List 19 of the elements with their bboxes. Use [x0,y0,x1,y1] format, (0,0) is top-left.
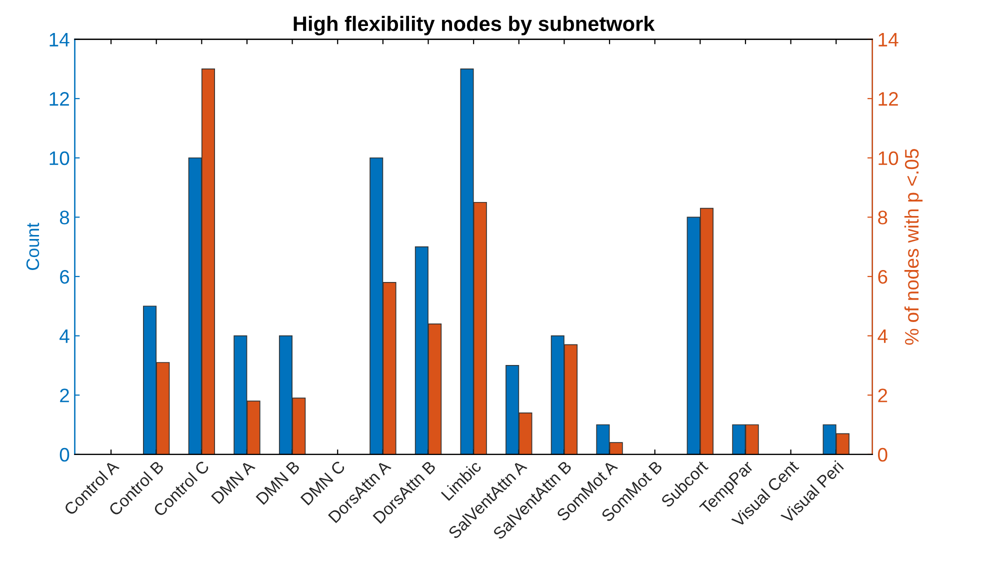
y2-tick-label: 14 [878,32,898,46]
y-tick-label: 4 [60,329,70,343]
y-tick-label: 12 [50,92,69,106]
y2-tick-label: 8 [878,210,888,224]
y2-tick-label: 0 [878,448,888,462]
y2-tick-label: 4 [878,329,888,343]
y2-tick-label: 2 [878,388,888,402]
y-tick-label: 8 [60,210,70,224]
y-tick-label: 14 [50,32,70,46]
y-tick-label: 2 [60,388,69,402]
y2-tick-label: 12 [878,92,898,106]
y-tick-label: 6 [60,270,70,284]
y-tick-label: 0 [60,448,70,462]
y-axis-title: Count [26,222,40,270]
y-tick-label: 10 [50,151,70,166]
chart-title: High flexibility nodes by subnetwork [294,16,655,36]
y2-tick-label: 6 [878,270,888,284]
y2-axis-title: % of nodes with p <.05 [904,149,923,345]
y2-tick-label: 10 [878,151,898,166]
